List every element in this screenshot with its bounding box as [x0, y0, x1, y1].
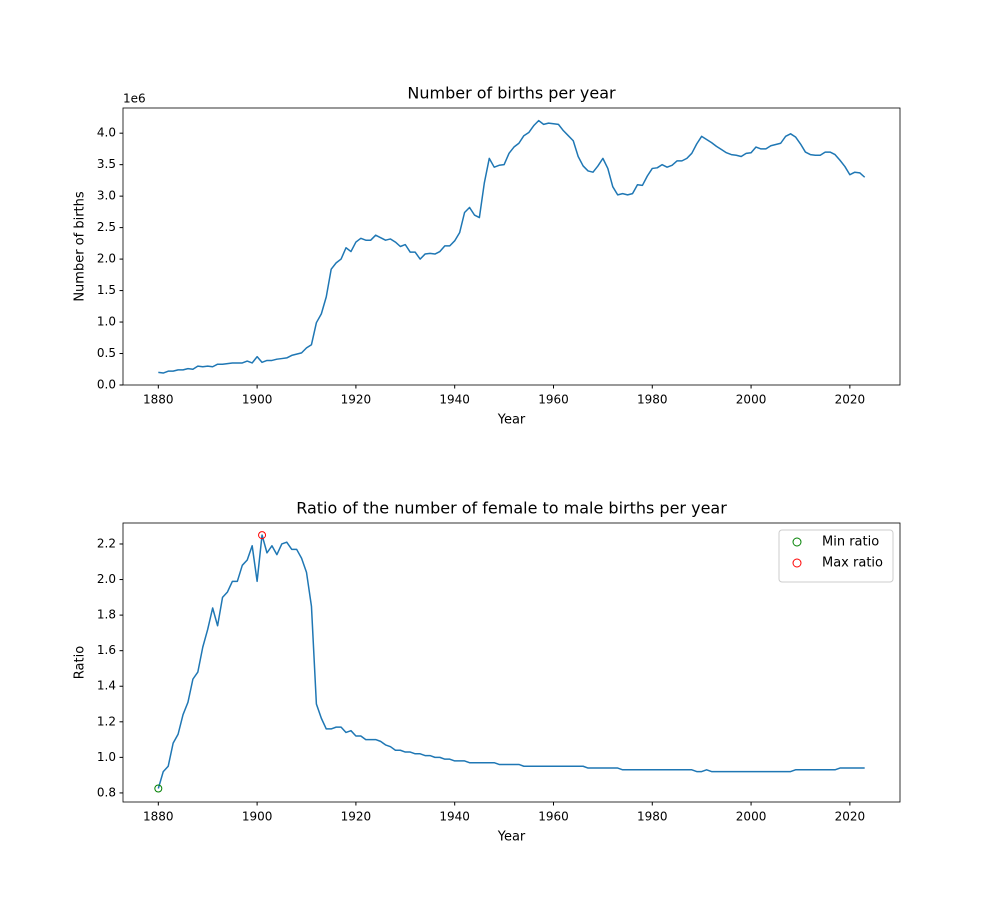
- x-tick-label: 1920: [341, 393, 372, 407]
- y-tick-label: 4.0: [97, 126, 116, 140]
- y-tick-label: 1.2: [97, 714, 116, 728]
- legend-marker: [792, 537, 802, 547]
- data-line: [158, 119, 866, 374]
- marker: [258, 531, 267, 540]
- y-tick-label: 1.4: [97, 679, 116, 693]
- y-tick-label: 2.5: [97, 220, 116, 234]
- legend-label: Min ratio: [822, 535, 879, 550]
- x-tick-label: 1960: [538, 393, 569, 407]
- chart-title: Number of births per year: [407, 84, 616, 103]
- y-tick-label: 1.8: [97, 608, 116, 622]
- legend-box: [778, 529, 894, 583]
- y-tick-label: 0.0: [97, 378, 116, 392]
- x-tick-label: 2000: [736, 810, 767, 824]
- y-tick-label: 1.0: [97, 750, 116, 764]
- y-tick-label: 2.0: [97, 252, 116, 266]
- axes-frame: [122, 107, 901, 386]
- x-tick-label: 1940: [439, 810, 470, 824]
- x-tick-label: 1880: [143, 810, 174, 824]
- legend-marker: [792, 558, 802, 568]
- x-tick-label: 1980: [637, 393, 668, 407]
- data-line: [157, 534, 865, 789]
- x-tick-label: 1980: [637, 810, 668, 824]
- offset-label: 1e6: [123, 92, 146, 106]
- y-tick-label: 2.2: [97, 536, 116, 550]
- y-tick-label: 0.5: [97, 346, 116, 360]
- legend-label: Max ratio: [822, 556, 883, 571]
- x-tick-label: 1920: [341, 810, 372, 824]
- x-tick-label: 1960: [538, 810, 569, 824]
- y-tick-label: 1.5: [97, 283, 116, 297]
- x-tick-label: 1940: [439, 393, 470, 407]
- marker: [154, 784, 163, 793]
- y-axis-label: Ratio: [73, 646, 88, 679]
- x-tick-label: 1900: [242, 810, 273, 824]
- y-tick-label: 3.5: [97, 157, 116, 171]
- y-axis-label: Number of births: [73, 191, 88, 302]
- y-tick-label: 2.0: [97, 572, 116, 586]
- x-tick-label: 1900: [242, 393, 273, 407]
- y-tick-label: 1.0: [97, 315, 116, 329]
- x-tick-label: 2020: [835, 393, 866, 407]
- x-tick-label: 2020: [835, 810, 866, 824]
- x-tick-label: 2000: [736, 393, 767, 407]
- y-tick-label: 3.0: [97, 189, 116, 203]
- axes-frame: [122, 522, 901, 803]
- y-tick-label: 0.8: [97, 785, 116, 799]
- x-tick-label: 1880: [143, 393, 174, 407]
- x-axis-label: Year: [497, 413, 526, 428]
- x-axis-label: Year: [497, 830, 526, 845]
- y-tick-label: 1.6: [97, 643, 116, 657]
- chart-title: Ratio of the number of female to male bi…: [296, 499, 727, 518]
